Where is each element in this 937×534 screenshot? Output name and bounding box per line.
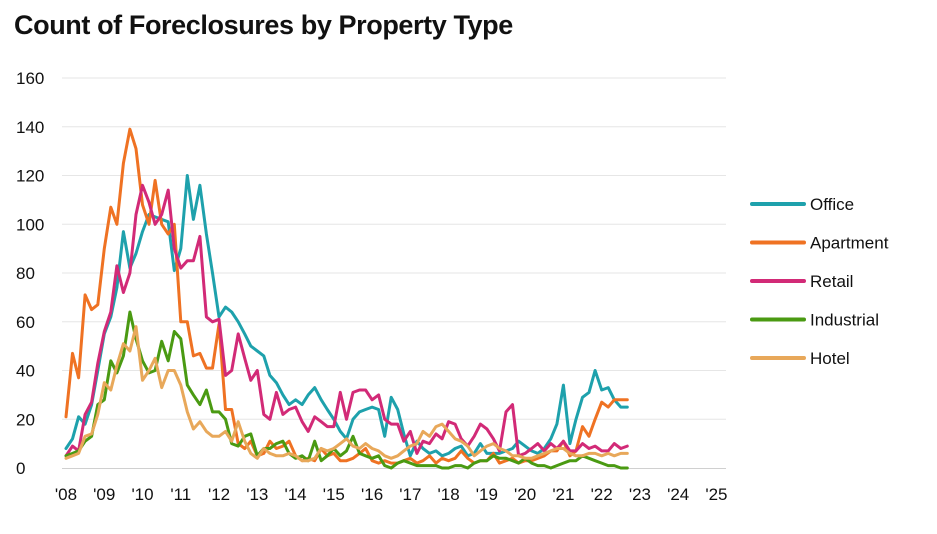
y-tick-label: 40 (16, 362, 35, 381)
x-tick-label: '23 (629, 485, 651, 504)
x-tick-label: '19 (476, 485, 498, 504)
legend-label: Office (810, 195, 854, 214)
legend-item-retail: Retail (750, 272, 853, 291)
legend: Office Apartment Retail Industrial Hotel (750, 195, 889, 368)
x-tick-label: '21 (552, 485, 574, 504)
x-axis: '08 '09 '10 '11 '12 '13 '14 '15 '16 '17 '18 '19 '20 '… (55, 468, 728, 504)
x-tick-label: '20 (514, 485, 536, 504)
y-tick-label: 120 (16, 167, 44, 186)
y-tick-label: 80 (16, 264, 35, 283)
x-tick-label: '24 (667, 485, 689, 504)
legend-item-office: Office (750, 195, 854, 214)
series-line-hotel (64, 325, 629, 463)
x-tick-label: '16 (361, 485, 383, 504)
legend-label: Industrial (810, 311, 879, 330)
x-tick-label: '17 (399, 485, 421, 504)
y-tick-label: 60 (16, 313, 35, 332)
y-tick-label: 0 (16, 459, 25, 478)
y-tick-label: 100 (16, 215, 44, 234)
x-tick-label: '11 (170, 485, 191, 504)
x-tick-label: '09 (93, 485, 115, 504)
x-tick-label: '15 (323, 485, 345, 504)
y-tick-label: 140 (16, 118, 44, 137)
x-tick-label: '14 (284, 485, 306, 504)
x-tick-label: '18 (438, 485, 460, 504)
chart-title: Count of Foreclosures by Property Type (14, 10, 513, 40)
series-line-apartment (64, 127, 629, 465)
x-tick-label: '08 (55, 485, 77, 504)
legend-label: Apartment (810, 234, 889, 253)
series-line-industrial (64, 310, 629, 470)
x-tick-label: '13 (246, 485, 268, 504)
legend-label: Retail (810, 272, 853, 291)
legend-item-industrial: Industrial (750, 311, 879, 330)
legend-item-apartment: Apartment (750, 234, 889, 253)
x-tick-label: '22 (591, 485, 613, 504)
y-tick-label: 20 (16, 410, 35, 429)
gridlines (62, 77, 726, 420)
x-tick-label: '12 (208, 485, 230, 504)
x-tick-label: '10 (131, 485, 153, 504)
series-line-retail (64, 183, 629, 458)
y-tick-label: 160 (16, 69, 44, 88)
legend-label: Hotel (810, 349, 850, 368)
y-axis: 0 20 40 60 80 100 120 140 160 (16, 69, 44, 478)
x-tick-label: '25 (705, 485, 727, 504)
series-lines (64, 127, 629, 470)
legend-item-hotel: Hotel (750, 349, 850, 368)
